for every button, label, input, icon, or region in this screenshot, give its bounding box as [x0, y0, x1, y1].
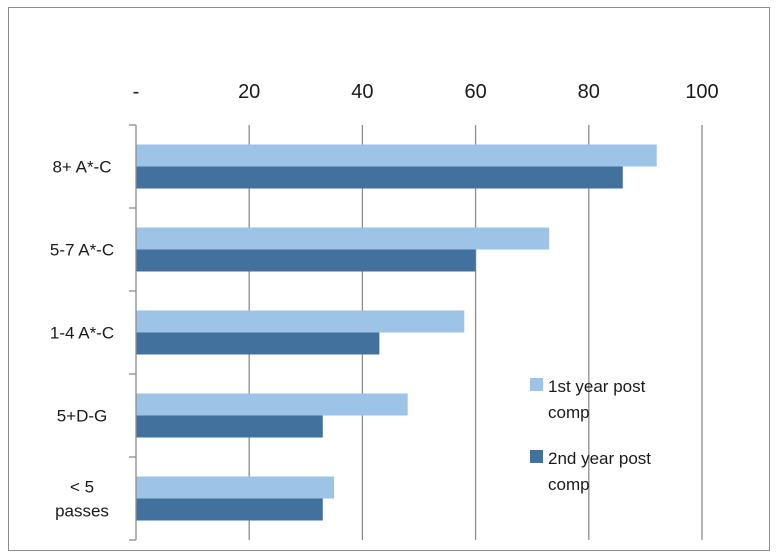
- category-label: 8+ A*-C: [52, 158, 111, 177]
- bar-series1-cat3: [136, 310, 465, 333]
- legend-label-series2: 2nd year post: [548, 449, 651, 468]
- x-tick-label-1: 20: [238, 81, 260, 103]
- legend-label-series1: comp: [548, 403, 590, 422]
- legend-swatch-series2: [530, 450, 543, 463]
- bar-series1-cat5: [136, 476, 335, 499]
- category-label: 1-4 A*-C: [50, 324, 114, 343]
- x-tick-label-4: 80: [578, 81, 600, 103]
- category-label: < 5: [70, 478, 94, 497]
- bar-series2-cat3: [136, 332, 380, 355]
- chart-frame: [8, 7, 770, 551]
- bar-series1-cat2: [136, 227, 550, 250]
- category-label: passes: [55, 502, 109, 521]
- bar-series2-cat4: [136, 415, 323, 438]
- legend-swatch-series1: [530, 378, 543, 391]
- category-axis: [129, 124, 137, 541]
- x-tick-label-0: -: [133, 81, 140, 103]
- x-tick-label-5: 100: [685, 81, 718, 103]
- bar-series2-cat5: [136, 498, 323, 521]
- bar-series1-cat1: [136, 144, 657, 167]
- bar-series2-cat1: [136, 166, 623, 189]
- category-labels: 8+ A*-C 5-7 A*-C 1-4 A*-C 5+D-G < 5 passes: [50, 158, 114, 521]
- x-tick-label-2: 40: [351, 81, 373, 103]
- x-tick-labels: - 20 40 60 80 100: [133, 81, 719, 103]
- bars: [136, 144, 657, 521]
- legend-label-series2: comp: [548, 475, 590, 494]
- x-tick-label-3: 60: [464, 81, 486, 103]
- category-label: 5-7 A*-C: [50, 241, 114, 260]
- legend-label-series1: 1st year post: [548, 377, 646, 396]
- legend: 1st year post comp 2nd year post comp: [530, 377, 651, 494]
- category-label: 5+D-G: [57, 407, 108, 426]
- bar-series2-cat2: [136, 249, 476, 272]
- bar-series1-cat4: [136, 393, 408, 416]
